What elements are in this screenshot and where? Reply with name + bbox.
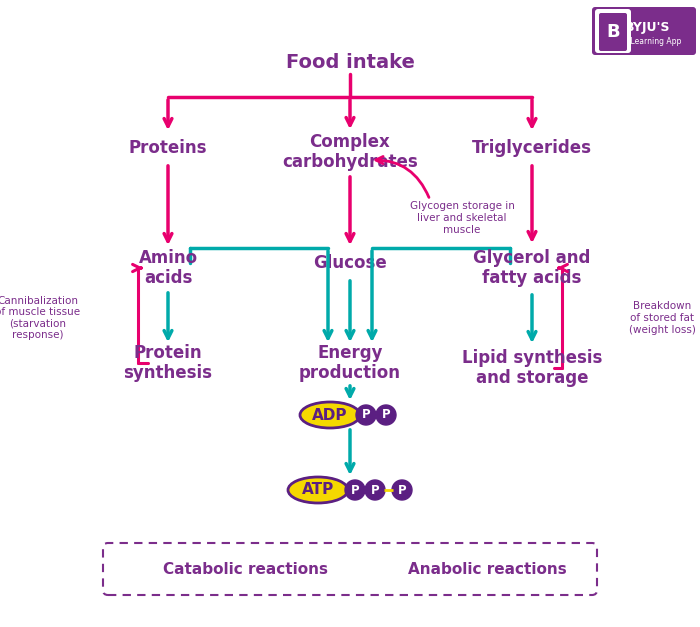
Text: Food intake: Food intake bbox=[286, 53, 414, 71]
Text: BYJU'S: BYJU'S bbox=[625, 21, 671, 34]
Circle shape bbox=[392, 480, 412, 500]
Circle shape bbox=[345, 480, 365, 500]
FancyBboxPatch shape bbox=[103, 543, 597, 595]
Text: P: P bbox=[362, 409, 370, 421]
Text: Anabolic reactions: Anabolic reactions bbox=[408, 562, 567, 576]
Circle shape bbox=[376, 405, 396, 425]
Text: ADP: ADP bbox=[312, 408, 348, 423]
Text: Complex
carbohydrates: Complex carbohydrates bbox=[282, 132, 418, 171]
Text: P: P bbox=[371, 483, 379, 497]
Text: Proteins: Proteins bbox=[129, 139, 207, 157]
Text: Triglycerides: Triglycerides bbox=[472, 139, 592, 157]
Text: Glycerol and
fatty acids: Glycerol and fatty acids bbox=[473, 248, 591, 287]
Text: Lipid synthesis
and storage: Lipid synthesis and storage bbox=[462, 349, 602, 387]
Text: ATP: ATP bbox=[302, 483, 334, 497]
Text: Glycogen storage in
liver and skeletal
muscle: Glycogen storage in liver and skeletal m… bbox=[410, 201, 514, 234]
Text: P: P bbox=[382, 409, 391, 421]
Text: B: B bbox=[606, 23, 620, 41]
Text: Energy
production: Energy production bbox=[299, 344, 401, 382]
Text: P: P bbox=[351, 483, 359, 497]
FancyBboxPatch shape bbox=[595, 9, 631, 53]
Circle shape bbox=[356, 405, 376, 425]
FancyBboxPatch shape bbox=[592, 7, 696, 55]
Text: Glucose: Glucose bbox=[313, 254, 387, 272]
Circle shape bbox=[365, 480, 385, 500]
Text: Amino
acids: Amino acids bbox=[139, 248, 197, 287]
FancyBboxPatch shape bbox=[599, 13, 627, 51]
Text: Protein
synthesis: Protein synthesis bbox=[123, 344, 213, 382]
Text: Cannibalization
of muscle tissue
(starvation
response): Cannibalization of muscle tissue (starva… bbox=[0, 295, 80, 340]
Ellipse shape bbox=[288, 477, 348, 503]
Ellipse shape bbox=[300, 402, 360, 428]
Text: Catabolic reactions: Catabolic reactions bbox=[163, 562, 328, 576]
Text: P: P bbox=[398, 483, 406, 497]
Text: The Learning App: The Learning App bbox=[615, 36, 682, 46]
Text: Breakdown
of stored fat
(weight loss): Breakdown of stored fat (weight loss) bbox=[629, 302, 695, 335]
